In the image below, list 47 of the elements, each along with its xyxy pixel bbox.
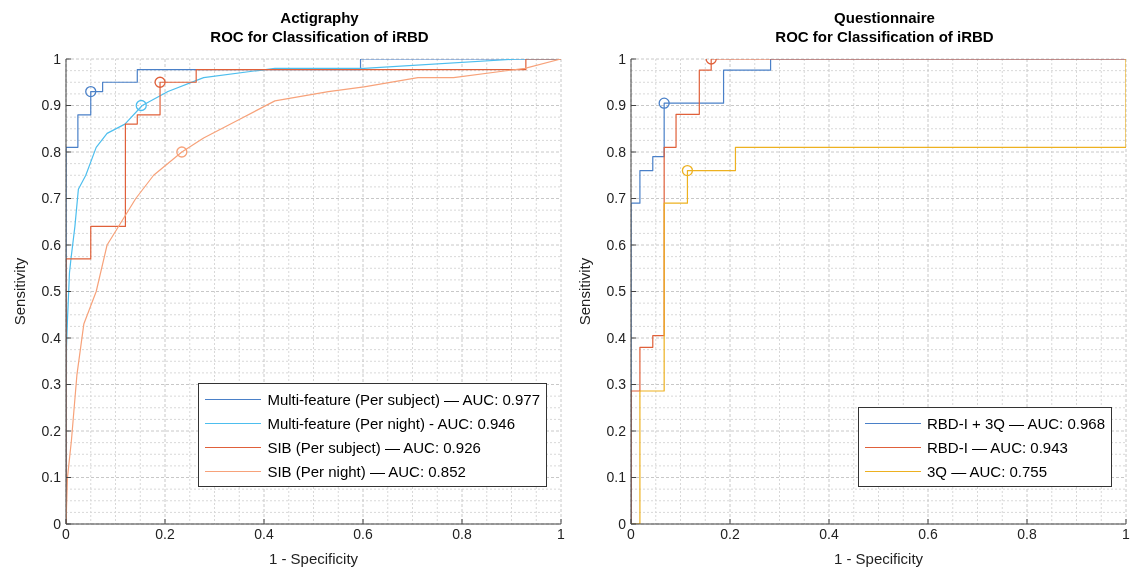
x-axis-title: 1 - Specificity: [268, 549, 359, 567]
y-tick-label: 0.5: [606, 283, 627, 300]
x-tick-label: 0.8: [452, 525, 472, 542]
legend-label: SIB (Per subject) — AUC: 0.926: [267, 438, 481, 456]
legend-label: 3Q — AUC: 0.755: [927, 462, 1048, 480]
point: [176, 146, 188, 158]
legend-label: RBD-I — AUC: 0.943: [927, 438, 1068, 456]
y-tick-label: 0.2: [606, 422, 627, 439]
x-tick-label: 0.4: [819, 525, 839, 542]
y-tick-label: 0.3: [606, 376, 627, 393]
y-tick-label: 0.7: [606, 190, 627, 207]
y-tick-label: 0.8: [606, 143, 627, 160]
x-tick-label: 0.6: [353, 525, 373, 542]
legend-label: RBD-I + 3Q — AUC: 0.968: [927, 414, 1105, 432]
y-axis-title: Sensitivity: [11, 257, 29, 326]
y-tick-label: 0.2: [41, 422, 62, 439]
x-axis-title: 1 - Specificity: [833, 549, 924, 567]
legend-label: Multi-feature (Per night) - AUC: 0.946: [267, 414, 515, 432]
x-tick-label: 0.8: [1017, 525, 1037, 542]
y-tick-label: 0.8: [41, 143, 62, 160]
y-tick-label: 0.5: [41, 283, 62, 300]
x-tick-label: 0.2: [720, 525, 740, 542]
x-tick-label: 0.6: [918, 525, 938, 542]
chart-title: Questionnaire ROC for Classification of iRBD: [775, 9, 994, 45]
y-tick-label: 1: [618, 50, 627, 67]
y-tick-label: 0.1: [606, 469, 627, 486]
x-tick-label: 0.2: [155, 525, 175, 542]
point: [135, 99, 147, 112]
point: [154, 76, 166, 88]
legend-label: SIB (Per night) — AUC: 0.852: [267, 462, 466, 480]
y-tick-label: 0.9: [606, 97, 627, 114]
x-tick-label: 0.4: [254, 525, 274, 542]
y-tick-label: 0.7: [41, 190, 62, 207]
x-tick-label: 1: [557, 525, 566, 542]
y-tick-label: 0.3: [41, 376, 62, 393]
y-tick-label: 0.6: [606, 236, 627, 253]
point: [85, 85, 97, 98]
y-tick-label: 0.6: [41, 236, 62, 253]
chart-title: Actigraphy ROC for Classification of iRBD: [210, 9, 429, 45]
y-tick-label: 0.4: [41, 329, 62, 346]
y-axis-title: Sensitivity: [576, 257, 594, 326]
x-tick-label: 1: [1122, 525, 1131, 542]
legend-label: Multi-feature (Per subject) — AUC: 0.977: [267, 390, 540, 408]
y-tick-label: 0.4: [606, 329, 627, 346]
y-tick-label: 0.1: [41, 469, 62, 486]
y-tick-label: 0.9: [41, 97, 62, 114]
y-tick-label: 1: [53, 50, 62, 67]
